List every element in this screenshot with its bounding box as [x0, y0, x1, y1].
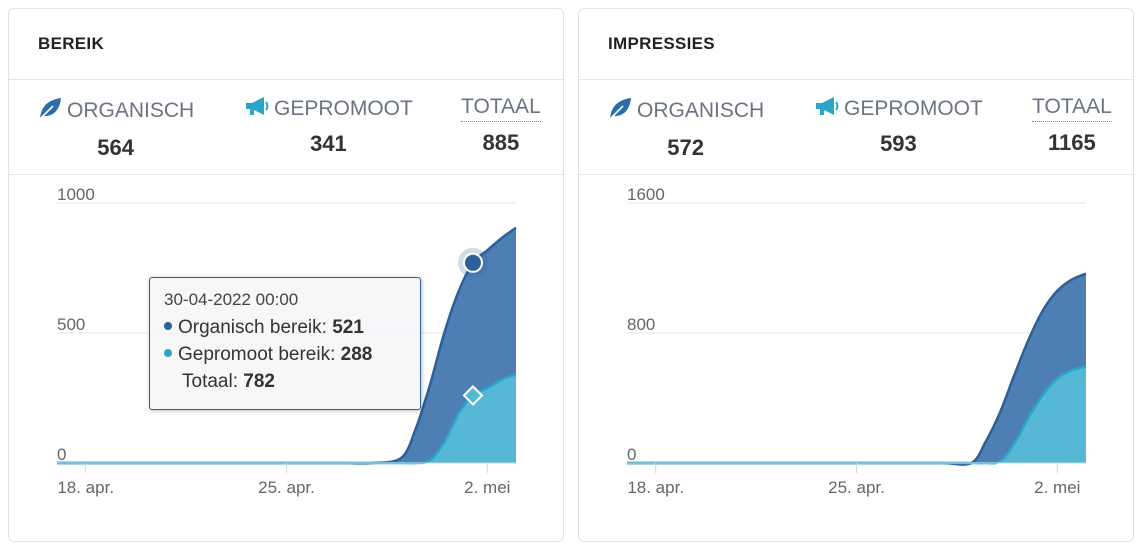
- metric-total: TOTAAL 1165: [1032, 95, 1112, 156]
- y-tick-label: 500: [57, 315, 85, 334]
- x-tick-label: 2. mei: [464, 478, 510, 497]
- tooltip-value: 521: [332, 317, 364, 338]
- metric-organic: ORGANISCH 572: [607, 95, 764, 161]
- x-tick-label: 25. apr.: [828, 478, 885, 497]
- tooltip-label: Organisch bereik:: [178, 317, 333, 338]
- card-title: BEREIK: [38, 34, 105, 53]
- x-tick-label: 25. apr.: [258, 478, 315, 497]
- metric-label[interactable]: TOTAAL: [461, 95, 541, 122]
- x-tick-label: 18. apr.: [57, 478, 114, 497]
- y-tick-label: 0: [627, 445, 636, 464]
- metric-value: 572: [667, 135, 704, 160]
- tooltip-row-organic: Organisch bereik: 521: [164, 314, 406, 341]
- metric-label: GEPROMOOT: [844, 97, 983, 120]
- leaf-icon: [37, 95, 63, 127]
- x-tick-label: 2. mei: [1034, 478, 1080, 497]
- metric-value: 593: [880, 131, 917, 156]
- tooltip-row-total: Totaal: 782: [164, 368, 406, 395]
- reach-chart[interactable]: 0 500 1000 18. apr. 25. apr. 2. mei: [9, 179, 563, 519]
- promoted-dot-icon: [164, 348, 172, 357]
- chart-tooltip: 30-04-2022 00:00 Organisch bereik: 521 G…: [149, 277, 421, 410]
- y-tick-label: 0: [57, 445, 66, 464]
- tooltip-value: 782: [243, 371, 275, 392]
- metric-promoted: GEPROMOOT 593: [814, 95, 983, 157]
- megaphone-icon: [244, 95, 270, 123]
- card-title: IMPRESSIES: [608, 34, 715, 53]
- metric-label: ORGANISCH: [637, 99, 765, 122]
- tooltip-label: Totaal:: [182, 371, 244, 392]
- impressions-chart[interactable]: 0 800 1600 18. apr. 25. apr. 2. mei: [579, 179, 1133, 519]
- y-tick-label: 1600: [627, 185, 665, 204]
- tooltip-row-promoted: Gepromoot bereik: 288: [164, 341, 406, 368]
- metric-promoted: GEPROMOOT 341: [244, 95, 413, 157]
- divider: [579, 79, 1133, 80]
- metric-value: 1165: [1048, 130, 1096, 155]
- metric-label: GEPROMOOT: [274, 97, 413, 120]
- x-tick-label: 18. apr.: [627, 478, 684, 497]
- metric-total: TOTAAL 885: [461, 95, 541, 156]
- organic-point-marker: [462, 252, 483, 273]
- leaf-icon: [607, 95, 633, 127]
- metric-label: ORGANISCH: [67, 99, 195, 122]
- promoted-area: [627, 366, 1086, 464]
- promoted-point-marker: [462, 384, 484, 406]
- y-tick-label: 800: [627, 315, 655, 334]
- divider: [9, 174, 563, 175]
- tooltip-value: 288: [340, 344, 373, 365]
- tooltip-date: 30-04-2022 00:00: [164, 290, 299, 309]
- divider: [579, 174, 1133, 175]
- metric-value: 885: [482, 130, 520, 155]
- metric-value: 341: [310, 131, 347, 156]
- impressions-card: IMPRESSIES ORGANISCH 572 GEPROMOOT 593 T…: [578, 8, 1134, 542]
- reach-card: BEREIK ORGANISCH 564 GEPROMOOT 341 TOTAA…: [8, 8, 564, 542]
- y-tick-label: 1000: [57, 185, 95, 204]
- metric-value: 564: [97, 135, 134, 160]
- metric-label[interactable]: TOTAAL: [1032, 95, 1112, 122]
- tooltip-label: Gepromoot bereik:: [178, 344, 341, 365]
- divider: [9, 79, 563, 80]
- promoted-area: [57, 374, 516, 464]
- organic-dot-icon: [164, 321, 172, 330]
- megaphone-icon: [814, 95, 840, 123]
- metric-organic: ORGANISCH 564: [37, 95, 194, 161]
